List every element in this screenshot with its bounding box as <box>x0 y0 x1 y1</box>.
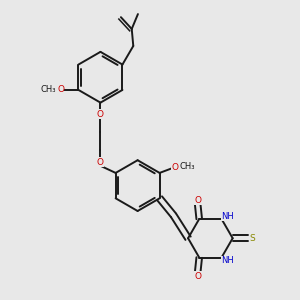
Text: O: O <box>172 163 178 172</box>
Text: O: O <box>194 272 201 280</box>
Text: O: O <box>97 110 104 119</box>
Text: S: S <box>249 234 255 243</box>
Text: NH: NH <box>221 256 234 265</box>
Text: O: O <box>97 158 104 166</box>
Text: CH₃: CH₃ <box>179 162 195 171</box>
Text: O: O <box>57 85 64 94</box>
Text: O: O <box>194 196 201 205</box>
Text: NH: NH <box>221 212 234 221</box>
Text: CH₃: CH₃ <box>40 85 56 94</box>
